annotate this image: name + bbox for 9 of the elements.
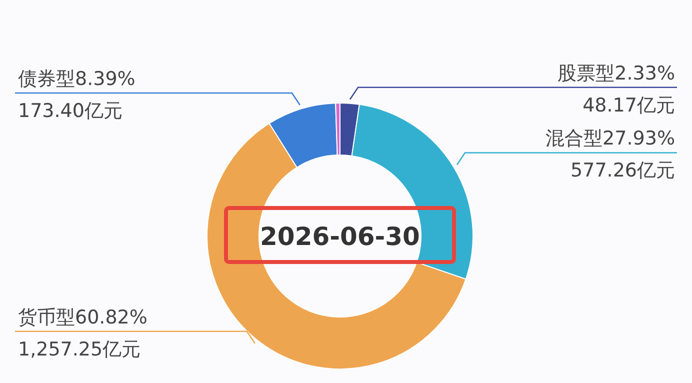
slice-label: 混合型27.93% (546, 128, 675, 150)
slice-label: 货币型60.82% (18, 306, 148, 328)
text: 48.17亿元 (582, 94, 675, 116)
text: 173.40亿元 (18, 100, 122, 122)
slice-label: 股票型2.33% (558, 62, 675, 84)
text: 1,257.25亿元 (18, 338, 141, 360)
text: 2026-06-30 (260, 222, 420, 251)
slice-label: 债券型8.39% (18, 68, 136, 90)
text: 577.26亿元 (570, 160, 675, 182)
